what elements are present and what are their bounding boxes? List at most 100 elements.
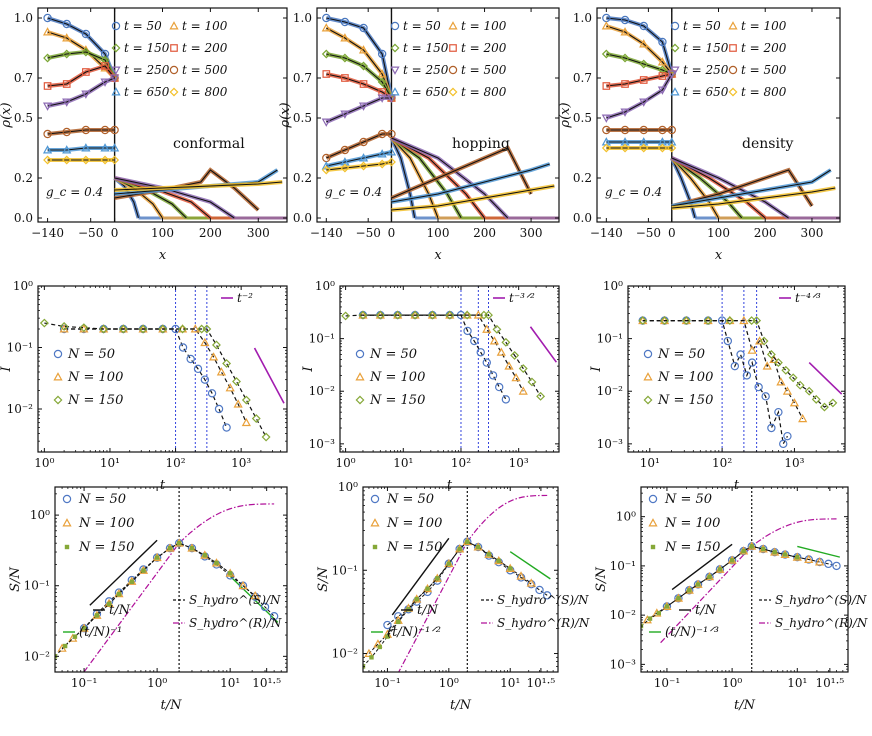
x-tick-label: −50	[78, 226, 103, 240]
data-point	[660, 316, 669, 326]
data-point	[749, 544, 754, 549]
hydro-curve	[390, 137, 416, 219]
linear-growth-line	[391, 537, 450, 616]
legend-label: t = 800	[741, 85, 787, 99]
data-point	[463, 326, 472, 336]
data-point	[495, 382, 504, 392]
panel-rho_density: −140 −50 0 100 200 300 0.0 0.2 0.5 0.7 1.0 x ρ(x) t =…	[558, 7, 841, 263]
legend-marker	[111, 43, 121, 53]
legend-label: t = 200	[741, 41, 787, 55]
legend-label: S_hydro^(R)/N	[189, 616, 282, 630]
data-point	[681, 316, 691, 326]
hydro-curve	[642, 319, 834, 408]
hydro-curve	[671, 157, 743, 219]
data-point	[42, 102, 53, 111]
x-tick-label: 200	[754, 226, 777, 240]
data-point	[687, 588, 692, 593]
data-point	[601, 21, 611, 30]
data-point	[410, 310, 420, 320]
series-N=150	[638, 316, 838, 412]
hydro-curve	[671, 169, 813, 207]
plot-area	[363, 487, 552, 672]
data-point	[766, 350, 776, 359]
data-point	[100, 155, 110, 165]
decay-line	[509, 551, 551, 580]
data-point	[656, 610, 661, 616]
data-point	[508, 566, 513, 571]
data-point	[110, 155, 120, 165]
data-point	[620, 27, 630, 36]
data-point	[43, 155, 53, 165]
data-point	[658, 37, 667, 47]
y-tick-label: 0.0	[293, 211, 312, 225]
legend-marker	[355, 395, 365, 405]
data-point	[723, 336, 733, 346]
legend-label: t = 100	[741, 19, 787, 33]
legend-label: t⁻⁴ᐟ³	[795, 291, 821, 305]
plot-area	[39, 286, 285, 452]
x-tick-label: 0	[668, 226, 676, 240]
hydro-S-curve	[363, 541, 511, 667]
data-point	[322, 70, 331, 78]
data-point	[457, 546, 462, 552]
data-point	[667, 143, 677, 153]
data-point	[620, 125, 630, 135]
data-point	[81, 29, 91, 39]
power-law-line	[529, 326, 558, 363]
data-point	[657, 65, 667, 75]
data-point	[730, 361, 740, 371]
y-tick-label: 10⁻²	[332, 647, 359, 661]
data-point	[383, 620, 392, 630]
data-point	[62, 33, 72, 42]
legend-label: t = 800	[461, 85, 507, 99]
legend: t = 50 t = 100 t = 150 t = 200 t = 250 t = 50…	[390, 19, 507, 99]
y-tick-label: 10⁰	[315, 279, 335, 293]
x-tick-label: 10¹·⁵	[527, 676, 556, 690]
y-tick-label: 0.5	[293, 111, 312, 125]
data-point	[752, 316, 762, 326]
y-tick-label: 1.0	[293, 11, 312, 25]
x-tick-label: 0	[111, 226, 119, 240]
data-point	[222, 359, 232, 368]
axes-frame	[640, 486, 849, 673]
data-point	[820, 402, 829, 412]
y-tick-label: 10⁻¹	[7, 341, 33, 355]
data-point	[81, 90, 91, 99]
legend-marker	[370, 494, 380, 504]
axes-frame	[37, 285, 288, 453]
x-axis-label: t/N	[161, 698, 183, 713]
data-point	[232, 377, 241, 386]
hydro-curve	[606, 73, 673, 119]
data-point	[158, 324, 168, 334]
legend-marker	[390, 87, 400, 96]
data-point	[377, 77, 387, 87]
legend-label: N = 150	[369, 393, 425, 408]
data-point	[445, 310, 455, 320]
data-point	[100, 125, 110, 135]
series-t=800	[601, 143, 836, 210]
x-axis-label: t	[734, 478, 740, 493]
hydro-curve	[345, 314, 542, 397]
legend-label: N = 150	[67, 393, 123, 408]
x-tick-label: 10³	[784, 456, 804, 470]
data-point	[496, 347, 506, 356]
data-point	[43, 53, 53, 63]
data-point	[364, 648, 374, 658]
data-point	[425, 586, 430, 591]
legend-marker	[390, 43, 400, 53]
axes-frame	[37, 7, 288, 223]
hydro-S-curve	[55, 542, 231, 657]
x-tick-label: 10⁻¹	[374, 676, 400, 690]
data-point	[129, 579, 134, 584]
x-tick-label: 10¹	[500, 676, 520, 690]
linear-growth-line	[89, 539, 158, 606]
data-point	[79, 323, 89, 333]
series-N=150	[39, 318, 271, 442]
x-tick-label: 10²	[712, 456, 732, 470]
data-point	[676, 596, 681, 601]
legend-marker	[390, 21, 400, 31]
hydro-curve	[671, 187, 836, 209]
legend-label: N = 150	[657, 393, 713, 408]
hydro-curve	[114, 177, 235, 219]
series-t=800	[43, 155, 283, 192]
